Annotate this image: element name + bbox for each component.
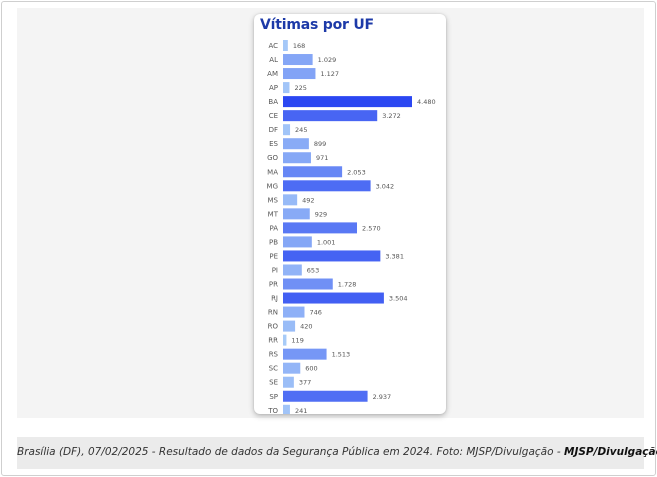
category-label-ma: MA: [267, 168, 278, 176]
value-label-mt: 929: [315, 210, 327, 218]
value-label-ms: 492: [302, 196, 314, 204]
value-label-ac: 168: [293, 42, 305, 50]
bar-chart: AC 168 AL 1.029 AM 1.127 AP 225 BA 4.480 CE 3.272 DF…: [267, 40, 436, 414]
value-label-al: 1.029: [318, 56, 337, 64]
category-label-pa: PA: [269, 224, 278, 232]
bar-df: [283, 124, 291, 136]
category-label-al: AL: [269, 56, 278, 64]
category-label-ro: RO: [268, 323, 279, 331]
chart-card: Vítimas por UF AC 168 AL 1.029 AM 1.127 AP 225 B…: [254, 14, 446, 414]
bar-to: [283, 404, 290, 414]
bar-ro: [283, 320, 296, 332]
value-label-pe: 3.381: [385, 252, 404, 260]
value-label-ce: 3.272: [382, 112, 401, 120]
bar-go: [283, 152, 311, 164]
category-label-sp: SP: [269, 393, 278, 401]
image-caption: Brasília (DF), 07/02/2025 - Resultado de…: [17, 446, 657, 458]
bar-pi: [283, 264, 302, 276]
category-label-ba: BA: [268, 98, 278, 106]
bar-mt: [283, 208, 310, 220]
value-label-mg: 3.042: [376, 182, 395, 190]
bar-pa: [283, 222, 358, 234]
category-label-se: SE: [269, 379, 278, 387]
category-label-mt: MT: [268, 210, 279, 218]
category-label-rj: RJ: [271, 295, 278, 303]
category-label-es: ES: [269, 140, 278, 148]
category-label-df: DF: [269, 126, 278, 134]
category-label-mg: MG: [267, 182, 278, 190]
category-label-pi: PI: [272, 266, 278, 274]
category-label-am: AM: [267, 70, 278, 78]
value-label-se: 377: [299, 379, 311, 387]
value-label-am: 1.127: [320, 70, 339, 78]
bar-pr: [283, 278, 333, 290]
value-label-ro: 420: [300, 323, 312, 331]
category-label-ac: AC: [268, 42, 278, 50]
value-label-pa: 2.570: [362, 224, 381, 232]
bar-rs: [283, 348, 327, 360]
category-label-sc: SC: [269, 365, 278, 373]
bar-ap: [283, 82, 290, 94]
photo-credit: MJSP/Divulgação: [564, 446, 657, 458]
bar-pe: [283, 250, 381, 262]
bar-pb: [283, 236, 312, 248]
category-label-go: GO: [267, 154, 278, 162]
bar-es: [283, 138, 309, 150]
bar-sc: [283, 362, 301, 374]
bar-ce: [283, 110, 378, 122]
category-label-pb: PB: [269, 238, 278, 246]
bar-se: [283, 376, 294, 388]
category-label-pr: PR: [269, 281, 278, 289]
bar-rj: [283, 292, 384, 304]
caption-text: Brasília (DF), 07/02/2025 - Resultado de…: [17, 446, 564, 458]
value-label-sc: 600: [305, 365, 317, 373]
value-label-es: 899: [314, 140, 326, 148]
category-label-pe: PE: [269, 252, 278, 260]
value-label-to: 241: [295, 407, 307, 414]
value-label-ap: 225: [294, 84, 306, 92]
category-label-rn: RN: [268, 309, 278, 317]
bar-am: [283, 68, 316, 80]
category-label-rr: RR: [268, 337, 278, 345]
chart-title: Vítimas por UF: [260, 17, 374, 33]
value-label-rs: 1.513: [332, 351, 351, 359]
value-label-sp: 2.937: [373, 393, 392, 401]
category-label-ms: MS: [268, 196, 279, 204]
value-label-ma: 2.053: [347, 168, 366, 176]
value-label-rn: 746: [309, 309, 321, 317]
bar-ba: [283, 96, 412, 108]
value-label-pi: 653: [307, 266, 319, 274]
category-label-ce: CE: [269, 112, 278, 120]
bar-mg: [283, 180, 371, 192]
value-label-rj: 3.504: [389, 295, 408, 303]
value-label-pb: 1.001: [317, 238, 336, 246]
value-label-pr: 1.728: [338, 281, 357, 289]
caption-bar: Brasília (DF), 07/02/2025 - Resultado de…: [17, 437, 657, 469]
value-label-go: 971: [316, 154, 328, 162]
value-label-df: 245: [295, 126, 307, 134]
bar-ms: [283, 194, 298, 206]
value-label-rr: 119: [291, 337, 303, 345]
category-label-rs: RS: [269, 351, 279, 359]
bar-al: [283, 54, 313, 66]
category-label-ap: AP: [269, 84, 278, 92]
bar-rn: [283, 306, 305, 318]
bar-ac: [283, 40, 288, 51]
photo-area: Vítimas por UF AC 168 AL 1.029 AM 1.127 AP 225 B…: [17, 8, 644, 418]
category-label-to: TO: [267, 407, 278, 414]
bar-rr: [283, 334, 287, 346]
bar-ma: [283, 166, 343, 178]
value-label-ba: 4.480: [417, 98, 436, 106]
bar-sp: [283, 390, 368, 402]
